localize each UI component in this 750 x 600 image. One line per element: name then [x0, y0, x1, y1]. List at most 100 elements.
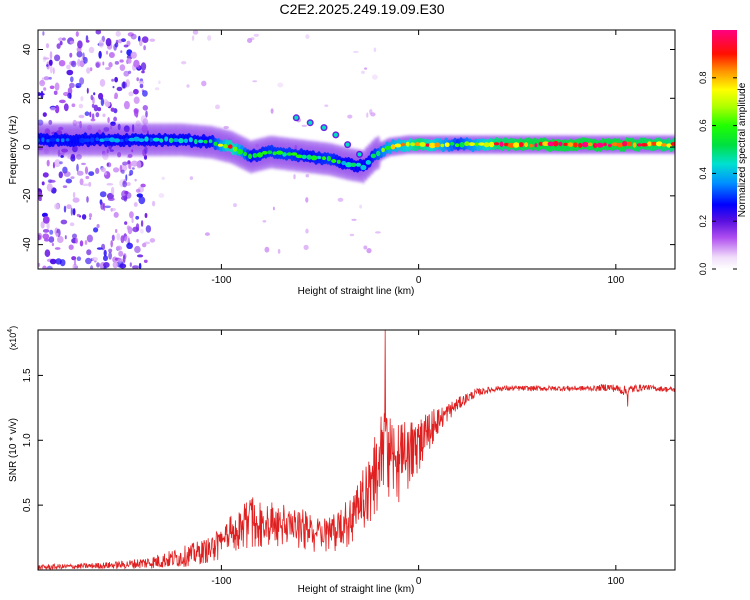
noise-blob — [130, 51, 137, 59]
noise-blob — [77, 40, 83, 49]
noise-blob — [133, 202, 138, 207]
colorbar-tick-label: 0.8 — [698, 72, 708, 85]
noise-blob — [114, 61, 120, 65]
colorbar-tick-label: 0.0 — [698, 263, 708, 276]
colorbar-ticks: 0.0 0.2 0.4 0.6 0.8 — [698, 72, 737, 276]
noise-blob — [144, 241, 151, 245]
noise-blob — [138, 262, 142, 269]
noise-blob — [117, 258, 123, 263]
snr-y-scale-base: (x10 — [8, 333, 18, 351]
noise-blob — [67, 92, 72, 99]
noise-blob — [93, 104, 99, 112]
noise-blob — [122, 161, 128, 166]
noise-blob — [116, 233, 121, 241]
noise-blob — [76, 170, 84, 176]
svg-text:(x104): (x104) — [7, 326, 18, 350]
noise-blob — [90, 265, 94, 269]
noise-blob — [59, 99, 66, 104]
noise-blob — [65, 178, 73, 184]
noise-blob — [49, 65, 53, 74]
noise-blob — [181, 61, 187, 65]
noise-blob — [38, 262, 41, 267]
noise-blob — [54, 82, 60, 91]
noise-blob — [337, 197, 344, 202]
noise-blob — [48, 179, 56, 183]
noise-blob — [252, 80, 258, 83]
noise-blob — [189, 176, 194, 180]
noise-blob — [105, 38, 112, 47]
noise-blob — [103, 266, 107, 269]
ridge-core-blob — [232, 146, 238, 152]
noise-blob — [79, 77, 85, 85]
branch-blob-core — [322, 125, 326, 130]
noise-blob — [133, 108, 139, 114]
noise-blob — [108, 62, 113, 68]
noise-blob — [46, 221, 50, 230]
noise-blob — [149, 38, 156, 42]
ridge-core-blob — [256, 152, 263, 158]
noise-blob — [111, 234, 115, 241]
noise-blob — [142, 90, 148, 97]
noise-blob — [113, 167, 120, 173]
ridge-core-blob — [248, 153, 252, 160]
noise-blob — [363, 245, 368, 250]
ridge-core-blob — [661, 143, 668, 147]
noise-blob — [71, 103, 76, 108]
noise-blob — [272, 206, 275, 211]
ridge-core-blob — [252, 153, 258, 158]
noise-blob — [99, 79, 106, 87]
snr-frame — [37, 329, 676, 571]
noise-blob — [158, 80, 161, 85]
ridge-core-blob — [183, 138, 188, 144]
ridge-core-blob — [124, 137, 129, 142]
noise-blob — [112, 85, 115, 89]
x-tick-label: 0 — [416, 576, 422, 587]
ridge-core-blob — [322, 156, 326, 161]
y-tick-label: 40 — [22, 44, 33, 56]
noise-blob — [120, 235, 125, 244]
noise-blob — [138, 196, 146, 205]
noise-blob — [69, 82, 75, 89]
ridge-core-blob — [478, 142, 486, 146]
noise-blob — [107, 197, 115, 201]
noise-blob — [70, 176, 75, 180]
snr-y-scale-exponent: 4 — [7, 329, 14, 333]
noise-blob — [49, 85, 55, 90]
noise-blob — [80, 96, 84, 102]
ridge-core-blob — [524, 142, 528, 148]
ridge-core-blob — [449, 141, 455, 146]
ridge-core-blob — [331, 159, 337, 163]
noise-blob — [81, 162, 86, 166]
ridge-core-blob — [103, 137, 111, 142]
ridge-core-blob — [120, 138, 124, 143]
noise-blob — [347, 114, 353, 119]
noise-blob — [67, 87, 73, 95]
noise-blob — [119, 59, 124, 63]
noise-blob — [102, 113, 106, 118]
ridge-core-blob — [483, 142, 490, 148]
noise-blob — [110, 186, 115, 195]
ridge-core-blob — [223, 144, 228, 149]
ridge-core-blob — [666, 143, 672, 148]
ridge-core-blob — [640, 143, 648, 147]
ridge-core-blob — [341, 160, 347, 166]
ridge-core-blob — [286, 152, 293, 156]
noise-blob — [114, 92, 118, 100]
noise-blob — [140, 62, 147, 71]
ridge-core-blob — [405, 141, 410, 147]
ridge-core-blob — [419, 142, 426, 147]
ridge-core-blob — [188, 137, 193, 143]
noise-blob — [48, 236, 55, 243]
noise-blob — [120, 50, 123, 53]
spectrogram-axis-ticks: -100 0 100 -40 -20 0 20 40 — [22, 30, 675, 286]
ridge-core-blob — [217, 143, 224, 147]
noise-blob — [100, 202, 105, 210]
ridge-core-blob — [542, 141, 550, 146]
noise-blob — [66, 69, 74, 76]
ridge-core-blob — [109, 137, 115, 143]
noise-blob — [86, 234, 93, 243]
noise-blob — [145, 110, 148, 118]
noise-blob — [113, 116, 117, 122]
noise-blob — [77, 58, 81, 67]
